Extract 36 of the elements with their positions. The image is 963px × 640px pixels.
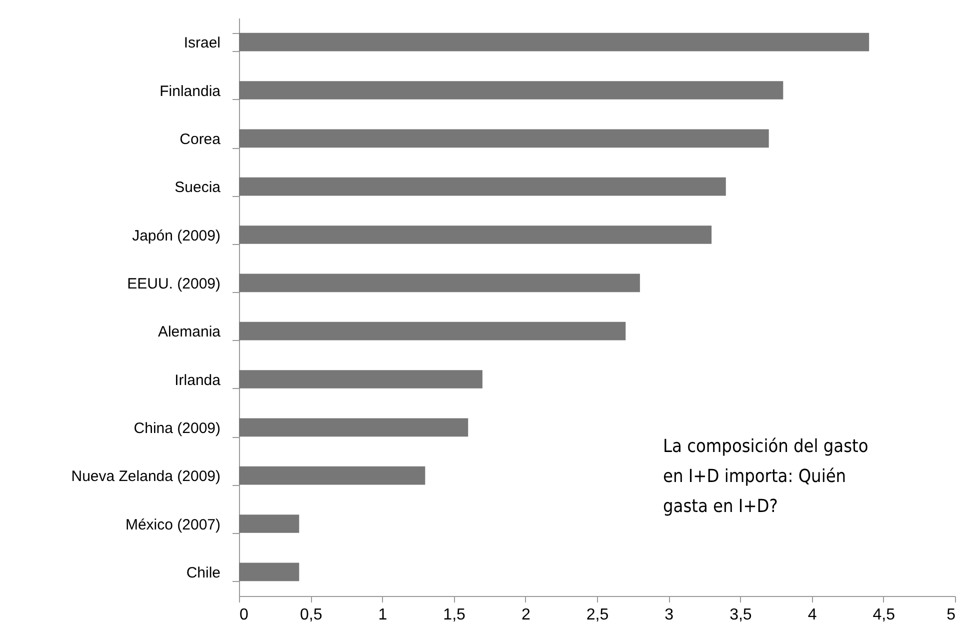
y-tick-label: Suecia: [174, 179, 222, 196]
x-tick-label: 5: [946, 606, 956, 624]
bar: [239, 418, 468, 437]
x-tick-label: 0: [240, 606, 248, 624]
bar: [239, 81, 784, 100]
bar: [239, 514, 300, 533]
bar: [239, 274, 640, 292]
x-tick-label: 1: [378, 606, 388, 624]
x-tick-label: 3,5: [730, 606, 752, 624]
y-tick-label: China (2009): [134, 420, 221, 437]
y-tick-label: Nueva Zelanda (2009): [71, 468, 220, 486]
y-tick-label: Irlanda: [174, 372, 222, 389]
x-tick-label: 2: [521, 606, 530, 624]
x-tick-label: 4: [808, 606, 817, 624]
bar: [239, 562, 300, 582]
x-tick-label: 0,5: [300, 606, 322, 624]
y-tick-label: Japón (2009): [132, 227, 220, 244]
bar: [239, 32, 870, 52]
y-tick-label: Chile: [186, 564, 220, 582]
y-tick-label: México (2007): [125, 516, 220, 534]
x-tick-label: 3: [664, 606, 674, 624]
y-tick-label: Finlandia: [160, 82, 222, 100]
bar: [239, 370, 482, 388]
bar: [239, 466, 426, 485]
y-tick-label: Alemania: [158, 324, 222, 341]
x-tick-label: 1,5: [443, 606, 466, 624]
bar: [239, 322, 626, 340]
y-tick-label: Israel: [184, 34, 220, 52]
annotation: La composición del gasto en I+D importa: Quién gasta en I+D?: [663, 436, 868, 517]
x-tick-label: 4,5: [872, 606, 896, 624]
x-tick-label: 2,5: [586, 606, 609, 624]
y-tick-label: Corea: [180, 130, 222, 148]
bar: [239, 129, 769, 148]
bar: [239, 226, 712, 244]
y-tick-label: EEUU. (2009): [127, 275, 220, 292]
bar: [239, 177, 726, 196]
